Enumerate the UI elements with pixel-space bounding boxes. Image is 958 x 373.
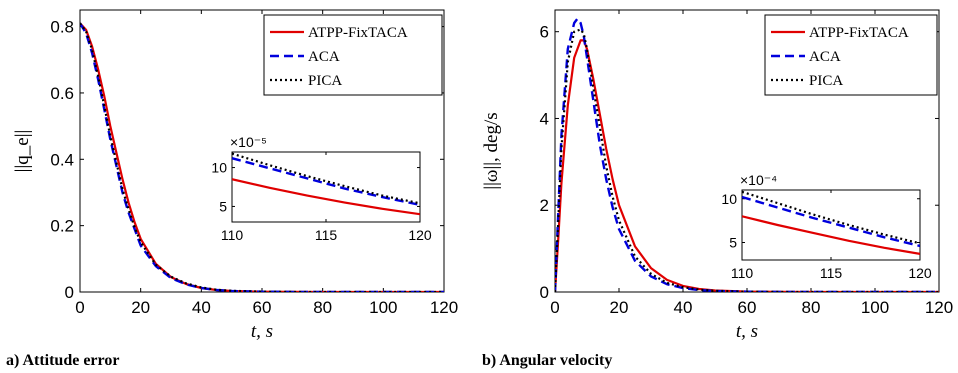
inset-exponent-label: ×10⁻⁵ xyxy=(230,134,267,150)
x-tick-label: 80 xyxy=(802,298,821,317)
legend-entry: ACA xyxy=(809,49,841,65)
x-tick-label: 0 xyxy=(550,298,559,317)
y-tick-label: 0 xyxy=(540,283,549,302)
x-axis-label: t, s xyxy=(251,321,273,342)
x-tick-label: 120 xyxy=(925,298,953,317)
x-tick-label: 60 xyxy=(253,298,272,317)
inset: 110 115 120 5 10×10⁻⁴ xyxy=(721,172,931,281)
inset-x-tick-label: 110 xyxy=(731,265,754,281)
y-tick-label: 0.6 xyxy=(50,84,74,103)
legend-entry: PICA xyxy=(308,73,342,89)
x-tick-label: 100 xyxy=(369,298,397,317)
x-tick-label: 60 xyxy=(738,298,757,317)
x-tick-label: 40 xyxy=(674,298,693,317)
legend-box xyxy=(263,14,443,96)
inset-x-tick-label: 120 xyxy=(908,265,932,281)
legend-entry: ATPP-FixTACA xyxy=(809,25,909,41)
x-tick-label: 100 xyxy=(861,298,889,317)
legend: ATPP-FixTACA ACA PICA xyxy=(263,14,443,96)
inset-y-tick-label: 10 xyxy=(721,191,737,207)
y-tick-label: 0 xyxy=(65,283,74,302)
inset-series-line-aca xyxy=(742,195,920,248)
inset-series-line-aca xyxy=(232,157,420,207)
x-tick-label: 20 xyxy=(131,298,150,317)
panel-angular-velocity: 0 20 40 60 80 100 120 0 2 4 6 t, s ||ω||, deg/s b) An… xyxy=(481,9,953,369)
inset-exponent-label: ×10⁻⁴ xyxy=(740,172,777,188)
inset-x-tick-label: 115 xyxy=(820,265,843,281)
inset: 110 115 120 5 10×10⁻⁵ xyxy=(211,134,431,243)
y-tick-label: 0.4 xyxy=(50,150,74,169)
y-tick-label: 6 xyxy=(540,23,549,42)
inset-series-line-pica xyxy=(742,190,920,245)
series-line-atpp-fixtaca xyxy=(80,22,444,292)
inset-series-line-atpp-fixtaca xyxy=(232,178,420,216)
inset-x-tick-label: 115 xyxy=(315,227,338,243)
inset-y-tick-label: 5 xyxy=(219,198,227,214)
panel-caption: a) Attitude error xyxy=(6,352,119,369)
x-tick-label: 20 xyxy=(610,298,629,317)
series-line-aca xyxy=(555,17,939,292)
panel-caption: b) Angular velocity xyxy=(482,352,612,369)
y-tick-label: 0.2 xyxy=(50,217,74,236)
y-axis-label: ||ω||, deg/s xyxy=(481,112,502,189)
legend-entry: PICA xyxy=(809,73,843,89)
series-line-pica xyxy=(80,22,444,292)
x-tick-label: 80 xyxy=(313,298,332,317)
legend-entry: ATPP-FixTACA xyxy=(308,25,408,41)
x-axis-label: t, s xyxy=(736,321,758,342)
legend-entry: ACA xyxy=(308,49,340,65)
inset-series-line-atpp-fixtaca xyxy=(742,215,920,255)
y-tick-label: 0.8 xyxy=(50,18,74,37)
y-axis-label: ||q_e|| xyxy=(12,130,33,173)
inset-x-tick-label: 110 xyxy=(221,227,244,243)
y-tick-label: 2 xyxy=(540,196,549,215)
x-tick-label: 40 xyxy=(192,298,211,317)
x-tick-label: 120 xyxy=(430,298,458,317)
y-tick-label: 4 xyxy=(540,109,549,128)
legend: ATPP-FixTACA ACA PICA xyxy=(764,14,938,96)
inset-x-tick-label: 120 xyxy=(408,227,432,243)
panel-attitude-error: 0 20 40 60 80 100 120 0 0.2 0.4 0.6 0.8 t, s ||q_e||a… xyxy=(6,9,458,369)
inset-plot-area xyxy=(231,151,421,223)
inset-y-tick-label: 5 xyxy=(729,235,737,251)
inset-y-tick-label: 10 xyxy=(211,160,227,176)
x-tick-label: 0 xyxy=(75,298,84,317)
